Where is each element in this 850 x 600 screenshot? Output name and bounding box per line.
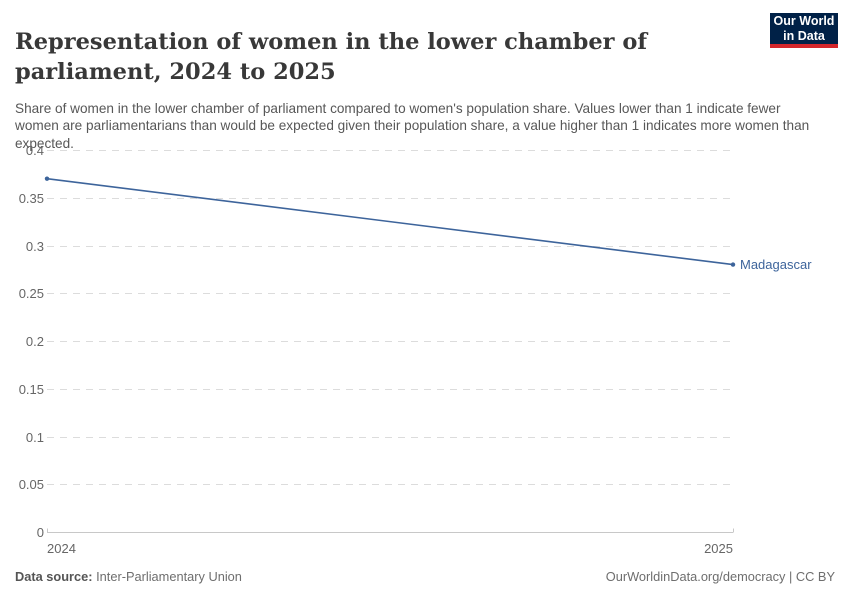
- y-tick-label: 0.2: [26, 334, 44, 349]
- chart-canvas: 0 0.05 0.1 0.15 0.2 0.25 0.3 0.35 0.4 2024 2025 Mad…: [19, 143, 813, 556]
- owid-logo-line2: in Data: [783, 28, 825, 43]
- chart-footer: Data source: Inter-Parliamentary Union O…: [15, 569, 835, 584]
- owid-logo[interactable]: Our World in Data: [770, 13, 838, 48]
- chart-title: Representation of women in the lower cha…: [15, 29, 648, 86]
- y-tick-label: 0.4: [26, 143, 44, 158]
- series-label-madagascar[interactable]: Madagascar: [740, 257, 812, 272]
- data-source-value: Inter-Parliamentary Union: [96, 569, 242, 584]
- y-tick-label: 0.05: [19, 477, 44, 492]
- data-source: Data source: Inter-Parliamentary Union: [15, 569, 242, 584]
- x-tick-label: 2025: [704, 541, 733, 556]
- y-tick-label: 0.3: [26, 239, 44, 254]
- y-tick-label: 0: [37, 525, 44, 540]
- series-line-madagascar[interactable]: [46, 177, 734, 266]
- attribution[interactable]: OurWorldinData.org/democracy | CC BY: [605, 569, 835, 584]
- data-source-label: Data source:: [15, 569, 93, 584]
- series-endpoint-dot: [730, 262, 736, 267]
- series-endpoint-dot: [44, 176, 50, 181]
- y-tick-label: 0.25: [19, 286, 44, 301]
- y-tick-label: 0.15: [19, 382, 44, 397]
- chart-subtitle: Share of women in the lower chamber of p…: [15, 100, 810, 151]
- owid-logo-line1: Our World: [773, 13, 835, 28]
- y-tick-label: 0.1: [26, 430, 44, 445]
- x-tick-label: 2024: [47, 541, 76, 556]
- y-tick-label: 0.35: [19, 191, 44, 206]
